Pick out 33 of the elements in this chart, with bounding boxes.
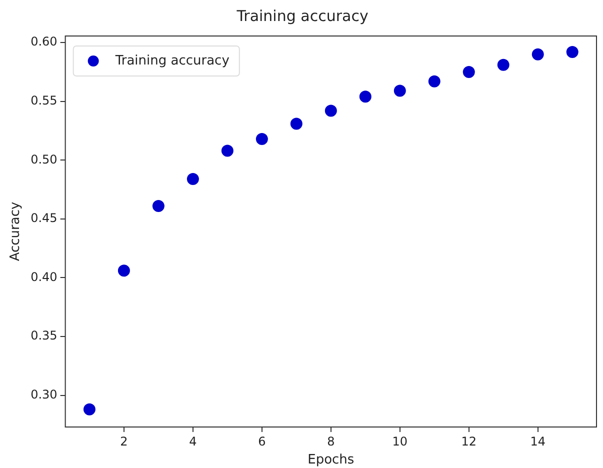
y-tick-label: 0.50 [30,152,58,166]
y-tick-label: 0.35 [30,328,58,343]
point [532,48,544,60]
y-tick-label: 0.45 [30,211,58,226]
point [221,144,234,157]
point [428,75,440,88]
chart-title: Training accuracy [236,6,368,25]
point [497,58,510,71]
y-tick-label: 0.60 [30,34,58,49]
x-axis-title: Epochs [308,452,354,468]
point [566,46,578,58]
x-tick-label: 4 [189,434,197,448]
y-tick-label: 0.40 [30,270,58,284]
x-tick-label: 10 [392,434,408,448]
legend-label: Training accuracy [114,53,230,68]
point [394,84,406,97]
y-tick-label: 0.30 [30,387,58,402]
point [462,66,475,78]
point [152,200,164,212]
y-tick-label: 0.55 [30,93,58,108]
point [83,403,96,416]
x-tick-label: 8 [327,434,335,448]
x-tick-label: 12 [461,434,477,448]
point [290,118,302,130]
point [186,172,199,185]
x-tick-label: 2 [120,434,128,448]
point [359,90,372,103]
point [118,264,130,277]
x-tick-label: 6 [258,434,266,448]
x-tick-label: 14 [530,434,546,448]
point [256,132,268,145]
point [324,104,337,117]
y-axis-title: Accuracy [8,202,24,262]
